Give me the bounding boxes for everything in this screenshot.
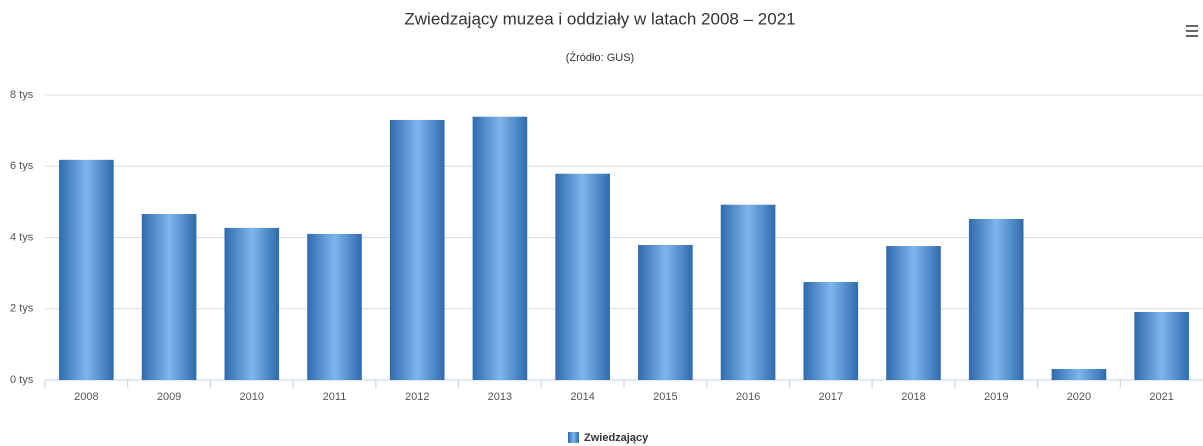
y-tick-label: 8 tys: [10, 89, 34, 101]
x-tick-label: 2018: [901, 391, 925, 403]
bar: [720, 204, 776, 380]
bar: [803, 282, 859, 380]
x-tick-label: 2020: [1067, 391, 1091, 403]
bar: [555, 173, 610, 380]
bar: [389, 119, 445, 380]
bar: [638, 244, 693, 380]
x-tick-label: 2010: [240, 391, 264, 403]
y-tick-label: 4 tys: [10, 231, 34, 243]
chart-title: Zwiedzający muzea i oddziały w latach 20…: [404, 9, 795, 28]
x-tick-label: 2009: [157, 391, 181, 403]
x-tick-label: 2013: [488, 391, 512, 403]
x-tick-label: 2016: [736, 391, 760, 403]
bar: [141, 213, 197, 380]
bar: [1134, 311, 1189, 380]
y-tick-label: 0 tys: [10, 374, 34, 386]
bar: [59, 159, 114, 380]
bar: [886, 246, 941, 380]
legend-swatch: [568, 432, 579, 443]
x-tick-label: 2008: [74, 391, 98, 403]
y-tick-label: 6 tys: [10, 160, 34, 172]
bar: [968, 218, 1024, 380]
x-tick-label: 2019: [984, 391, 1008, 403]
x-tick-label: 2014: [570, 391, 594, 403]
x-tick-label: 2012: [405, 391, 429, 403]
menu-icon[interactable]: [1186, 25, 1198, 37]
x-tick-label: 2015: [653, 391, 677, 403]
legend-label: Zwiedzający: [584, 432, 649, 444]
bar: [307, 233, 362, 380]
chart-subtitle: (Źródło: GUS): [566, 51, 634, 64]
bar: [472, 116, 528, 380]
bar: [1051, 368, 1107, 380]
x-tick-label: 2011: [323, 391, 347, 403]
x-tick-label: 2017: [819, 391, 843, 403]
y-tick-label: 2 tys: [10, 303, 34, 315]
x-tick-label: 2021: [1149, 391, 1173, 403]
bar: [224, 227, 280, 380]
